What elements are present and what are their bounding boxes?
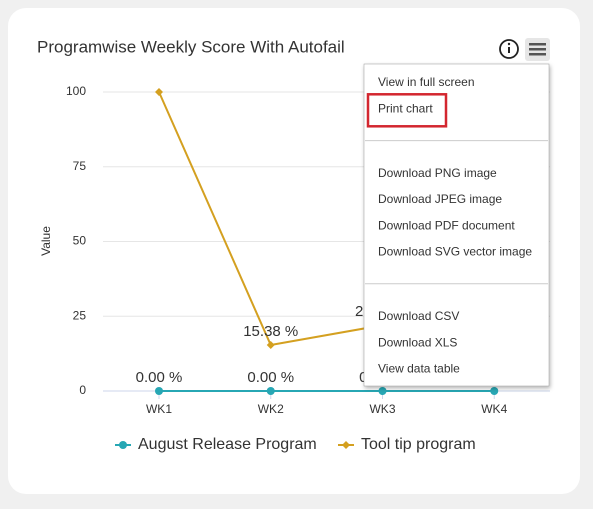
menu-button[interactable]: [525, 38, 550, 61]
marker: [155, 387, 163, 395]
marker: [490, 387, 499, 395]
data-label: 0.00 %: [247, 369, 294, 386]
x-tick-label: WK3: [369, 402, 395, 416]
chart-title: Programwise Weekly Score With Autofail: [37, 37, 345, 56]
legend-label[interactable]: Tool tip program: [361, 436, 476, 453]
marker: [266, 341, 275, 350]
menu-item[interactable]: View data table: [378, 362, 460, 376]
x-tick-label: WK1: [146, 402, 172, 416]
y-axis-title: Value: [39, 226, 53, 256]
x-tick-label: WK4: [481, 402, 507, 416]
y-tick-label: 50: [73, 234, 87, 248]
context-menu: View in full screen Print chart Download P…: [363, 63, 550, 387]
marker: [378, 387, 387, 395]
y-tick-label: 75: [73, 159, 87, 173]
y-tick-label: 0: [79, 383, 86, 397]
x-tick-label: WK2: [258, 402, 284, 416]
legend-label[interactable]: August Release Program: [138, 436, 317, 453]
data-label: 15.38 %: [243, 323, 298, 340]
marker: [266, 387, 275, 395]
menu-item[interactable]: View in full screen: [378, 75, 475, 89]
menu-item[interactable]: Download PDF document: [378, 218, 515, 232]
menu-panel: [363, 63, 550, 387]
highlight-box: [366, 93, 448, 128]
data-label: 0.00 %: [136, 369, 183, 386]
marker: [155, 88, 163, 96]
menu-item[interactable]: Download CSV: [378, 309, 459, 323]
marker: [119, 441, 127, 449]
y-tick-label: 100: [66, 84, 86, 98]
menu-item[interactable]: Download SVG vector image: [378, 245, 532, 259]
y-tick-label: 25: [73, 308, 87, 322]
info-button[interactable]: [499, 39, 519, 59]
menu-item[interactable]: Print chart: [378, 101, 433, 115]
menu-item[interactable]: Download JPEG image: [378, 192, 502, 206]
menu-item[interactable]: Download PNG image: [378, 166, 497, 180]
marker: [342, 441, 350, 449]
menu-item[interactable]: Download XLS: [378, 335, 457, 349]
